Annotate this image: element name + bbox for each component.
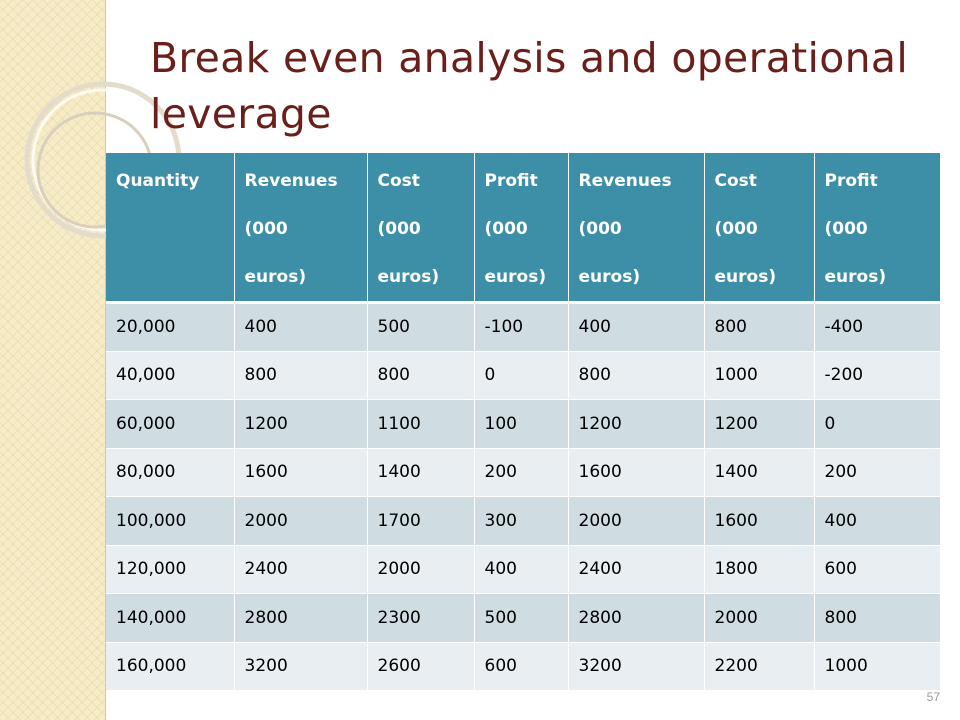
table-body: 20,000 400 500 -100 400 800 -400 40,000 800 800 0 8… <box>106 302 940 691</box>
table-cell: 800 <box>568 351 705 400</box>
table-cell: 2000 <box>704 593 815 643</box>
column-header: Quantity <box>106 153 235 304</box>
table-cell: 800 <box>367 351 475 400</box>
table-cell: 2800 <box>234 593 368 643</box>
table-cell: 3200 <box>234 642 368 691</box>
table-row: 40,000 800 800 0 800 1000 -200 <box>106 351 940 400</box>
table-row: 140,000 2800 2300 500 2800 2000 800 <box>106 593 940 643</box>
table-cell: 2400 <box>234 545 368 594</box>
column-header: Cost (000 euros) <box>704 153 815 304</box>
table-cell: 1600 <box>704 496 815 546</box>
table-cell: 400 <box>568 302 705 352</box>
table-cell: 1400 <box>367 448 475 497</box>
table-cell: 500 <box>474 593 569 643</box>
column-header: Revenues (000 euros) <box>568 153 705 304</box>
column-header: Revenues (000 euros) <box>234 153 368 304</box>
table-cell: 600 <box>474 642 569 691</box>
table-cell: 400 <box>474 545 569 594</box>
table-cell: 300 <box>474 496 569 546</box>
break-even-table: Quantity Revenues (000 euros) Cost (000 eu… <box>106 153 940 691</box>
table-cell: 0 <box>474 351 569 400</box>
table-cell: 2800 <box>568 593 705 643</box>
table-cell: 160,000 <box>106 642 235 691</box>
slide-title: Break even analysis and operational leve… <box>150 34 909 138</box>
table-cell: 2000 <box>367 545 475 594</box>
table-row: 80,000 1600 1400 200 1600 1400 200 <box>106 448 940 497</box>
table-cell: -200 <box>814 351 940 400</box>
table-cell: 1100 <box>367 399 475 449</box>
table-cell: 200 <box>814 448 940 497</box>
table-cell: 3200 <box>568 642 705 691</box>
table-cell: 60,000 <box>106 399 235 449</box>
table-cell: 1200 <box>234 399 368 449</box>
table-cell: 1600 <box>234 448 368 497</box>
table-cell: 2600 <box>367 642 475 691</box>
table-cell: 20,000 <box>106 302 235 352</box>
table-cell: 1800 <box>704 545 815 594</box>
table-cell: 2000 <box>234 496 368 546</box>
table-row: 120,000 2400 2000 400 2400 1800 600 <box>106 545 940 594</box>
table-cell: 600 <box>814 545 940 594</box>
table-cell: 400 <box>814 496 940 546</box>
table-cell: 100,000 <box>106 496 235 546</box>
table-header: Quantity Revenues (000 euros) Cost (000 eu… <box>106 153 940 304</box>
table-cell: 1000 <box>814 642 940 691</box>
table-cell: 40,000 <box>106 351 235 400</box>
table-row: 20,000 400 500 -100 400 800 -400 <box>106 302 940 352</box>
table-cell: 80,000 <box>106 448 235 497</box>
table-cell: 120,000 <box>106 545 235 594</box>
header-row: Quantity Revenues (000 euros) Cost (000 eu… <box>106 153 940 304</box>
table-cell: 2000 <box>568 496 705 546</box>
table-cell: 1200 <box>704 399 815 449</box>
table-cell: 1700 <box>367 496 475 546</box>
table-cell: 1000 <box>704 351 815 400</box>
column-header: Profit (000 euros) <box>814 153 940 304</box>
table-cell: -400 <box>814 302 940 352</box>
table-cell: 2400 <box>568 545 705 594</box>
table-row: 60,000 1200 1100 100 1200 1200 0 <box>106 399 940 449</box>
table-row: 160,000 3200 2600 600 3200 2200 1000 <box>106 642 940 691</box>
table-cell: 500 <box>367 302 475 352</box>
decorative-side-strip <box>0 0 106 720</box>
column-header: Profit (000 euros) <box>474 153 569 304</box>
table-cell: 100 <box>474 399 569 449</box>
slide-number: 57 <box>926 690 940 704</box>
table-cell: 140,000 <box>106 593 235 643</box>
column-header: Cost (000 euros) <box>367 153 475 304</box>
table-cell: 2300 <box>367 593 475 643</box>
table-cell: 2200 <box>704 642 815 691</box>
table-cell: 1600 <box>568 448 705 497</box>
table-cell: -100 <box>474 302 569 352</box>
table-cell: 800 <box>704 302 815 352</box>
table-cell: 1400 <box>704 448 815 497</box>
table-cell: 800 <box>234 351 368 400</box>
table-cell: 1200 <box>568 399 705 449</box>
table-cell: 0 <box>814 399 940 449</box>
table-cell: 200 <box>474 448 569 497</box>
table-cell: 800 <box>814 593 940 643</box>
table-cell: 400 <box>234 302 368 352</box>
table-row: 100,000 2000 1700 300 2000 1600 400 <box>106 496 940 546</box>
